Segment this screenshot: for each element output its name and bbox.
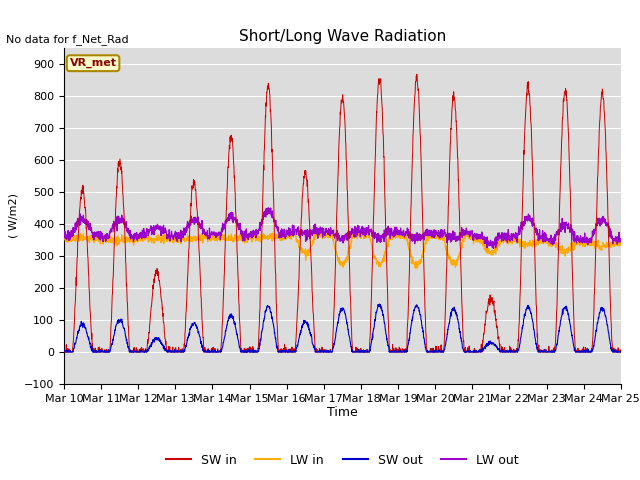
- Text: VR_met: VR_met: [70, 58, 116, 68]
- X-axis label: Time: Time: [327, 407, 358, 420]
- Y-axis label: ( W/m2): ( W/m2): [8, 193, 19, 239]
- Text: No data for f_Net_Rad: No data for f_Net_Rad: [6, 34, 129, 45]
- Legend: SW in, LW in, SW out, LW out: SW in, LW in, SW out, LW out: [161, 449, 524, 472]
- Title: Short/Long Wave Radiation: Short/Long Wave Radiation: [239, 29, 446, 44]
